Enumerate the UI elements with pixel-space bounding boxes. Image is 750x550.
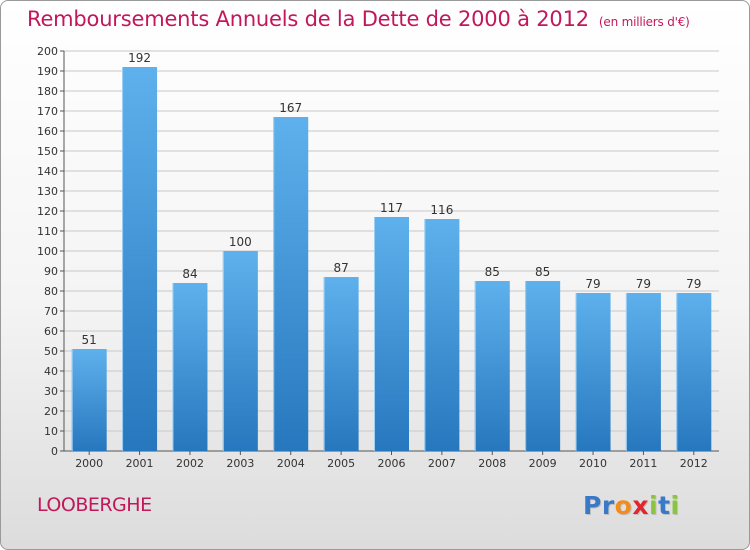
bar-value-label: 85 — [485, 265, 500, 279]
bar — [71, 349, 107, 451]
bar-value-label: 192 — [128, 51, 151, 65]
y-tick-label: 50 — [44, 345, 58, 358]
logo-letter: o — [614, 491, 633, 520]
y-tick-label: 100 — [37, 245, 58, 258]
y-tick-label: 160 — [37, 125, 58, 138]
y-tick-label: 0 — [51, 445, 58, 458]
y-tick-label: 10 — [44, 425, 58, 438]
bar-value-label: 87 — [333, 261, 348, 275]
x-tick-label: 2011 — [629, 457, 657, 470]
logo-letter: r — [601, 491, 615, 520]
bar — [374, 217, 409, 451]
commune-name: LOOBERGHE — [37, 494, 152, 516]
y-tick-label: 180 — [37, 85, 58, 98]
bar-value-label: 167 — [279, 101, 302, 115]
logo-letter: x — [632, 491, 649, 520]
bar — [525, 281, 561, 451]
x-tick-label: 2012 — [680, 457, 708, 470]
y-tick-label: 70 — [44, 305, 58, 318]
bar — [323, 277, 359, 451]
x-tick-label: 2010 — [579, 457, 607, 470]
bar — [575, 293, 611, 451]
bar — [172, 283, 208, 451]
x-tick-label: 2008 — [478, 457, 506, 470]
y-tick-label: 110 — [37, 225, 58, 238]
bar — [273, 117, 309, 451]
y-tick-label: 120 — [37, 205, 58, 218]
x-tick-label: 2004 — [277, 457, 305, 470]
logo-letter: t — [658, 491, 671, 520]
x-tick-label: 2001 — [126, 457, 154, 470]
bar-value-label: 117 — [380, 201, 403, 215]
x-tick-label: 2009 — [529, 457, 557, 470]
logo-letter: i — [649, 491, 659, 520]
x-tick-label: 2000 — [75, 457, 103, 470]
y-tick-label: 60 — [44, 325, 58, 338]
bar-value-label: 51 — [82, 333, 97, 347]
y-tick-label: 30 — [44, 385, 58, 398]
bar — [222, 251, 258, 451]
x-tick-label: 2007 — [428, 457, 456, 470]
bar — [676, 293, 712, 451]
y-tick-label: 170 — [37, 105, 58, 118]
y-tick-label: 200 — [37, 45, 58, 58]
bar — [122, 67, 158, 451]
x-tick-label: 2006 — [378, 457, 406, 470]
bar-value-label: 85 — [535, 265, 550, 279]
x-tick-label: 2003 — [226, 457, 254, 470]
chart-title: Remboursements Annuels de la Dette de 20… — [27, 7, 690, 31]
bar-value-label: 100 — [229, 235, 252, 249]
x-tick-label: 2002 — [176, 457, 204, 470]
logo-letter: P — [583, 491, 602, 520]
unit-label: (en milliers d'€) — [598, 15, 690, 29]
chart-title-text: Remboursements Annuels de la Dette de 20… — [27, 7, 589, 31]
bar-value-label: 84 — [182, 267, 197, 281]
y-tick-label: 40 — [44, 365, 58, 378]
x-tick-label: 2005 — [327, 457, 355, 470]
bar-value-label: 79 — [585, 277, 600, 291]
bar — [625, 293, 661, 451]
y-tick-label: 190 — [37, 65, 58, 78]
y-tick-label: 150 — [37, 145, 58, 158]
proxiti-logo: Proxiti — [583, 491, 680, 520]
bar-value-label: 79 — [686, 277, 701, 291]
y-tick-label: 90 — [44, 265, 58, 278]
y-tick-label: 140 — [37, 165, 58, 178]
logo-letter: i — [670, 491, 680, 520]
y-tick-label: 130 — [37, 185, 58, 198]
y-tick-label: 80 — [44, 285, 58, 298]
bar-value-label: 79 — [636, 277, 651, 291]
y-tick-label: 20 — [44, 405, 58, 418]
bar — [424, 219, 460, 451]
bar-value-label: 116 — [430, 203, 453, 217]
bar — [474, 281, 510, 451]
